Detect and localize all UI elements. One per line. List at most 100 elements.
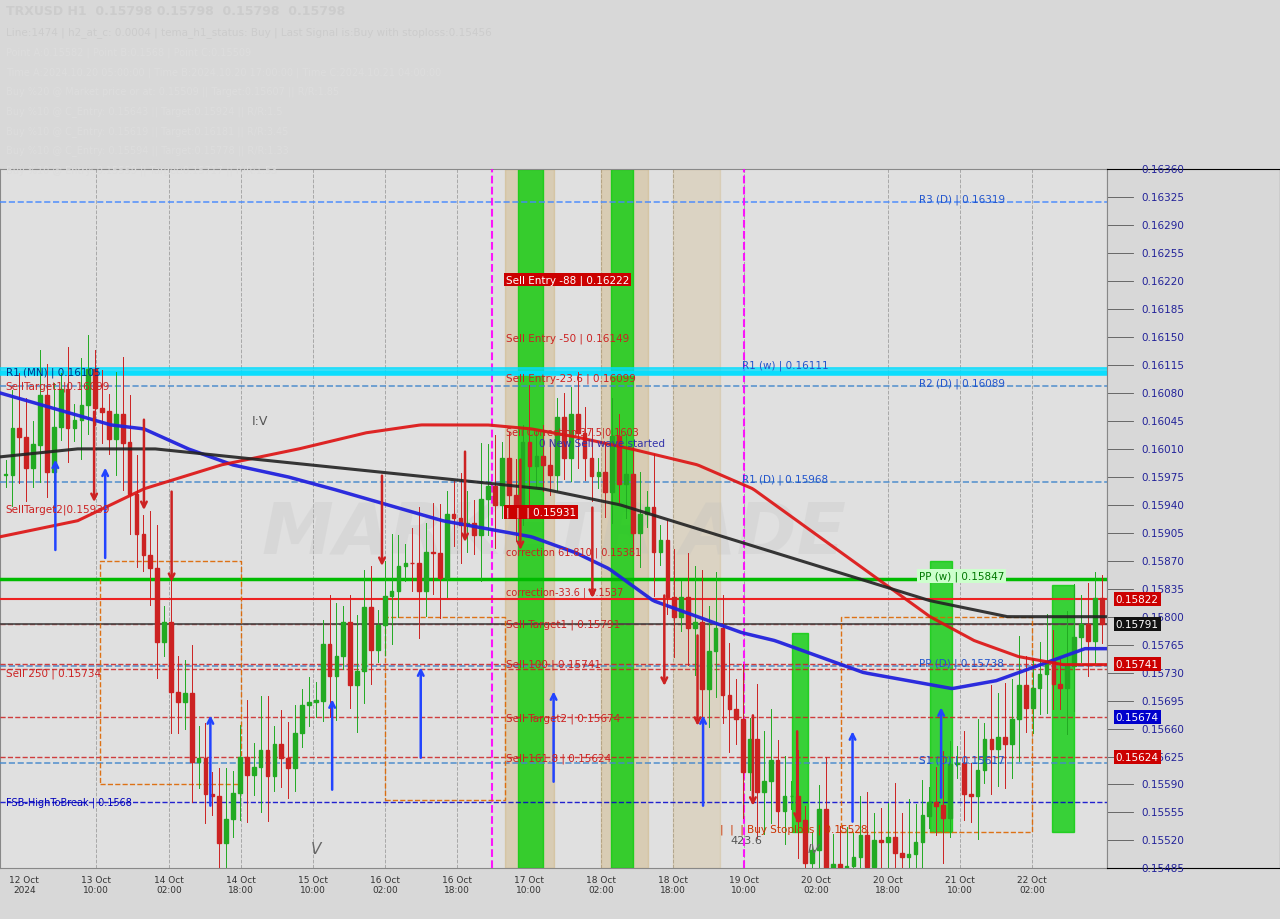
Bar (293, 733, 297, 768)
Text: 0.16115: 0.16115 (1142, 360, 1185, 370)
Bar (749, 739, 751, 772)
Text: PP (w) | 0.15847: PP (w) | 0.15847 (919, 571, 1005, 582)
Bar (996, 737, 1000, 750)
Bar (659, 540, 662, 552)
Bar (865, 834, 869, 868)
Text: Buy %10 @ C_Entry: 0.15643 || Target:0.15924 || R/R:1.5: Buy %10 @ C_Entry: 0.15643 || Target:0.1… (5, 107, 282, 117)
Text: 0.15835: 0.15835 (1142, 584, 1185, 594)
Text: 21 Oct
10:00: 21 Oct 10:00 (945, 875, 975, 894)
Bar (845, 866, 849, 874)
Bar (500, 458, 504, 505)
Text: IV: IV (808, 842, 820, 855)
Bar (397, 566, 401, 592)
Bar (376, 625, 380, 651)
Bar (673, 170, 719, 868)
Text: I:V: I:V (252, 415, 269, 428)
Bar (645, 507, 649, 514)
Text: FSB-HighToBreak | 0.1568: FSB-HighToBreak | 0.1568 (5, 797, 132, 808)
Text: Time A:2024.10.20 05:00:00 | Time B:2024.10.20 17:00:00 | Time C:2024.10.21 04:0: Time A:2024.10.20 05:00:00 | Time B:2024… (5, 67, 440, 77)
Text: 20 Oct
18:00: 20 Oct 18:00 (873, 875, 902, 894)
Bar (872, 841, 876, 868)
Bar (314, 700, 317, 702)
Text: Buy %10 @ C_Entry: 0.15594 || Target:0.15778 || R/R:1.33: Buy %10 @ C_Entry: 0.15594 || Target:0.1… (5, 145, 288, 156)
Bar (631, 475, 635, 533)
Bar (1004, 737, 1007, 743)
Bar (45, 395, 49, 472)
Bar (348, 623, 352, 685)
Text: correction-33.6 | 0.1537: correction-33.6 | 0.1537 (506, 587, 623, 597)
Text: 0.15660: 0.15660 (1142, 724, 1184, 733)
Bar (831, 864, 835, 893)
Text: 0.16255: 0.16255 (1142, 249, 1185, 259)
Bar (93, 369, 97, 409)
Text: 0.15905: 0.15905 (1142, 528, 1184, 539)
Text: 0.15555: 0.15555 (1142, 808, 1185, 818)
Bar (1073, 638, 1076, 666)
Bar (389, 592, 393, 596)
Bar (975, 770, 979, 797)
Bar (142, 535, 145, 555)
Bar (707, 651, 710, 689)
Bar (1052, 661, 1055, 684)
Bar (934, 802, 938, 806)
Bar (804, 821, 808, 864)
Bar (518, 170, 543, 868)
Text: 14 Oct
02:00: 14 Oct 02:00 (155, 875, 184, 894)
Bar (1079, 625, 1083, 638)
Bar (955, 763, 959, 764)
Bar (328, 644, 332, 675)
Bar (906, 854, 910, 857)
Bar (637, 514, 641, 533)
Text: R1 (MN) | 0.16105: R1 (MN) | 0.16105 (5, 367, 100, 378)
Bar (617, 437, 621, 484)
Text: Buy %10 @ Entry: 0.15559 || Target:0.15717 || R/R:1.53: Buy %10 @ Entry: 0.15559 || Target:0.157… (5, 165, 276, 176)
Bar (486, 487, 490, 500)
Bar (472, 523, 476, 535)
Bar (1010, 720, 1014, 743)
Bar (893, 837, 897, 853)
Bar (838, 864, 841, 874)
Text: R2 (D) | 0.16089: R2 (D) | 0.16089 (919, 378, 1005, 389)
Text: 0.15590: 0.15590 (1142, 779, 1184, 789)
Text: PP (D) | 0.15738: PP (D) | 0.15738 (919, 658, 1004, 668)
Bar (562, 417, 566, 459)
Text: MARKETR ADE: MARKETR ADE (261, 499, 846, 568)
Text: Sell Entry -50 | 0.16149: Sell Entry -50 | 0.16149 (506, 334, 630, 344)
Bar (300, 706, 303, 733)
Bar (163, 622, 166, 642)
Bar (672, 597, 676, 618)
Text: Line:1474 | h2_at_c: 0.0004 | tema_h1_status: Buy | Last Signal is:Buy with stop: Line:1474 | h2_at_c: 0.0004 | tema_h1_st… (5, 28, 492, 38)
Text: SellTarget2|0.15939: SellTarget2|0.15939 (5, 504, 110, 515)
Bar (458, 518, 462, 526)
Text: 0.15730: 0.15730 (1142, 668, 1184, 678)
Text: 0.16290: 0.16290 (1142, 221, 1184, 231)
Bar (969, 794, 973, 797)
Bar (989, 739, 993, 750)
Bar (535, 456, 538, 467)
Text: 0.15800: 0.15800 (1142, 612, 1184, 622)
Bar (87, 369, 90, 405)
Text: R1 (w) | 0.16111: R1 (w) | 0.16111 (742, 360, 828, 371)
Bar (210, 794, 214, 797)
Bar (666, 540, 669, 597)
Bar (527, 443, 531, 467)
Bar (431, 552, 435, 553)
Text: S1 (D) | 0.15617: S1 (D) | 0.15617 (919, 754, 1005, 766)
Bar (321, 644, 325, 701)
Text: Buy %10 @ C_Entry: 0.15619 || Target:0.16181 || R/R:3.45: Buy %10 @ C_Entry: 0.15619 || Target:0.1… (5, 126, 288, 137)
Bar (189, 693, 193, 762)
Bar (928, 802, 931, 816)
Bar (548, 466, 552, 476)
Bar (266, 750, 269, 777)
Text: 13 Oct
10:00: 13 Oct 10:00 (82, 875, 111, 894)
Text: 16 Oct
18:00: 16 Oct 18:00 (443, 875, 472, 894)
Bar (692, 622, 696, 628)
Bar (417, 563, 421, 592)
Text: 0.16150: 0.16150 (1142, 333, 1184, 343)
Text: 20 Oct
02:00: 20 Oct 02:00 (801, 875, 831, 894)
Bar (232, 793, 236, 819)
Bar (920, 815, 924, 842)
Bar (741, 720, 745, 772)
Bar (73, 421, 77, 428)
Bar (18, 428, 22, 437)
